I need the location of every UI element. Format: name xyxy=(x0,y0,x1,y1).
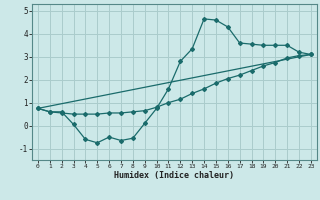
X-axis label: Humidex (Indice chaleur): Humidex (Indice chaleur) xyxy=(115,171,234,180)
